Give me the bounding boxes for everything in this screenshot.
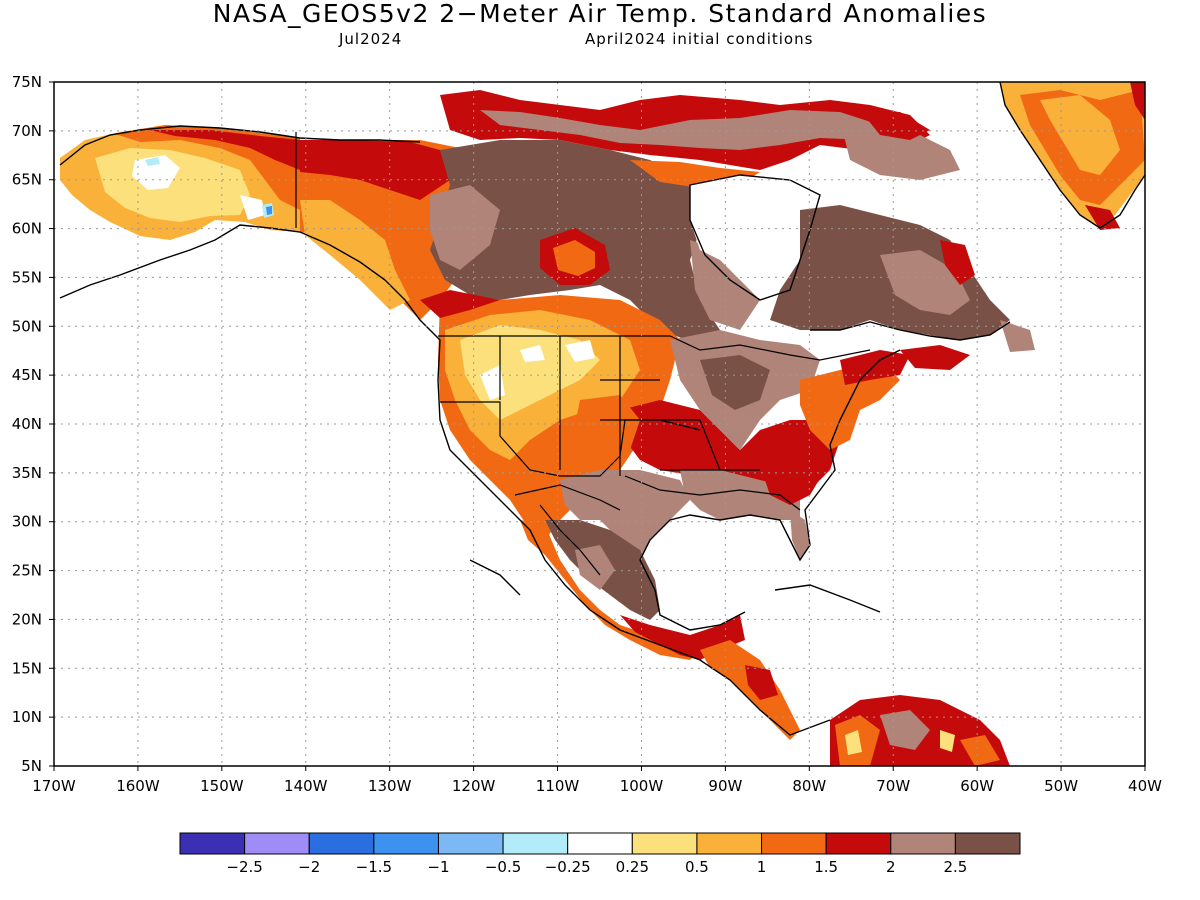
anomaly-field-plains-orange bbox=[575, 395, 640, 465]
colorbar-label: 1 bbox=[757, 858, 767, 876]
lat-tick-label: 65N bbox=[12, 171, 42, 189]
anomaly-field-northeast-red bbox=[840, 350, 910, 385]
colorbar-swatch bbox=[244, 832, 310, 855]
lat-tick-label: 5N bbox=[21, 757, 42, 775]
colorbar-swatch bbox=[567, 832, 633, 855]
lat-tick-label: 55N bbox=[12, 268, 42, 286]
colorbar-label: 1.5 bbox=[814, 858, 838, 876]
lat-tick-label: 10N bbox=[12, 708, 42, 726]
colorbar-swatch bbox=[502, 832, 569, 855]
colorbar-label: 2 bbox=[886, 858, 896, 876]
anomaly-field-alaska-darkblue bbox=[266, 206, 272, 215]
colorbar-swatch bbox=[825, 832, 892, 855]
lon-tick-label: 40W bbox=[1128, 777, 1162, 795]
map-area bbox=[59, 82, 1145, 766]
colorbar-label: −1.5 bbox=[356, 858, 392, 876]
anomaly-field-canada-brown-light bbox=[430, 185, 760, 330]
anomaly-field-central-america-red bbox=[745, 665, 778, 700]
anomaly-field-arctic-brown bbox=[480, 110, 880, 150]
anomaly-field-baffin bbox=[840, 120, 960, 180]
lat-tick-label: 25N bbox=[12, 562, 42, 580]
anomaly-field-greenland-red bbox=[1085, 82, 1145, 230]
lon-tick-label: 120W bbox=[452, 777, 496, 795]
anomaly-field-florida bbox=[790, 510, 810, 560]
lat-tick-label: 20N bbox=[12, 610, 42, 628]
lat-tick-label: 50N bbox=[12, 317, 42, 335]
anomaly-field-west-us-white bbox=[480, 340, 595, 400]
colorbar bbox=[179, 832, 1021, 855]
colorbar-swatch bbox=[761, 832, 827, 855]
colorbar-swatch bbox=[437, 832, 504, 855]
colorbar-swatch bbox=[696, 832, 763, 855]
init-conditions-label: April2024 initial conditions bbox=[585, 30, 814, 48]
axis-ticks bbox=[49, 81, 1146, 771]
colorbar-swatch bbox=[890, 832, 956, 855]
lat-tick-label: 15N bbox=[12, 659, 42, 677]
anomaly-field-bc-light bbox=[300, 200, 410, 310]
anomaly-field-pnw-red bbox=[420, 290, 500, 318]
lon-tick-label: 100W bbox=[620, 777, 664, 795]
colorbar-swatch bbox=[373, 832, 439, 855]
lat-tick-label: 40N bbox=[12, 415, 42, 433]
anomaly-field-central-america bbox=[700, 640, 800, 740]
colorbar-label: 2.5 bbox=[943, 858, 967, 876]
colorbar-label: 0.25 bbox=[616, 858, 649, 876]
anomaly-field-quebec-light bbox=[880, 250, 1035, 352]
lon-tick-label: 50W bbox=[1044, 777, 1078, 795]
latitude-labels: 75N 70N 65N 60N 55N 50N 45N 40N 35N 30N 25N 20N 15N 1… bbox=[12, 73, 42, 775]
lat-tick-label: 75N bbox=[12, 73, 42, 91]
anomaly-field-south-america-orange bbox=[835, 715, 1000, 766]
anomaly-field-northeast bbox=[800, 360, 900, 450]
colorbar-swatch bbox=[179, 832, 246, 855]
anomaly-field-alaska-white bbox=[132, 155, 265, 220]
grid-lines bbox=[54, 82, 1145, 766]
anomaly-field-texas bbox=[560, 470, 690, 560]
lat-tick-label: 30N bbox=[12, 513, 42, 531]
map-title: NASA_GEOS5v2 2−Meter Air Temp. Standard … bbox=[212, 0, 988, 28]
anomaly-field-baffin-red bbox=[860, 110, 930, 140]
anomaly-field-quebec-red bbox=[900, 240, 975, 370]
anomaly-field-south-america-brown bbox=[880, 710, 930, 750]
lon-tick-label: 150W bbox=[200, 777, 244, 795]
lon-tick-label: 160W bbox=[116, 777, 160, 795]
colorbar-swatch bbox=[631, 832, 698, 855]
colorbar-swatch bbox=[308, 832, 375, 855]
colorbar-swatch bbox=[954, 832, 1021, 855]
lat-tick-label: 35N bbox=[12, 464, 42, 482]
colorbar-label: 0.5 bbox=[685, 858, 709, 876]
colorbar-label: −0.5 bbox=[485, 858, 521, 876]
lon-tick-label: 110W bbox=[536, 777, 580, 795]
anomaly-field-south-america-yellow bbox=[845, 730, 955, 755]
colorbar-label: −2 bbox=[298, 858, 320, 876]
colorbar-label: −1 bbox=[427, 858, 449, 876]
lon-tick-label: 170W bbox=[32, 777, 76, 795]
lon-tick-label: 140W bbox=[284, 777, 328, 795]
anomaly-field-alaska-blue bbox=[145, 157, 274, 218]
colorbar-labels: −2.5 −2 −1.5 −1 −0.5 −0.25 0.25 0.5 1 1.5 2 2.5 bbox=[226, 858, 967, 876]
anomaly-field-alaska-north-red bbox=[150, 130, 300, 170]
anomaly-field-midwest-dark bbox=[700, 355, 770, 410]
lat-tick-label: 60N bbox=[12, 220, 42, 238]
longitude-labels: 170W 160W 150W 140W 130W 120W 110W 100W 90W 80W 70… bbox=[32, 777, 1162, 795]
lon-tick-label: 60W bbox=[960, 777, 994, 795]
anomaly-field-alaska-light bbox=[95, 148, 250, 222]
lon-tick-label: 80W bbox=[792, 777, 826, 795]
hudson-bay bbox=[690, 175, 820, 300]
anomaly-field-manitoba-orange bbox=[553, 240, 595, 276]
colorbar-label: −0.25 bbox=[545, 858, 591, 876]
borders bbox=[295, 132, 871, 576]
anomaly-field-greenland-light bbox=[1040, 95, 1120, 175]
lat-tick-label: 45N bbox=[12, 366, 42, 384]
coastlines bbox=[59, 82, 1145, 736]
lon-tick-label: 90W bbox=[708, 777, 742, 795]
lat-tick-label: 70N bbox=[12, 122, 42, 140]
lon-tick-label: 70W bbox=[876, 777, 910, 795]
colorbar-label: −2.5 bbox=[226, 858, 262, 876]
lon-tick-label: 130W bbox=[368, 777, 412, 795]
anomaly-field-yukon-red bbox=[300, 140, 450, 200]
anomaly-field-south-red bbox=[760, 460, 825, 505]
valid-month-label: Jul2024 bbox=[339, 30, 403, 48]
